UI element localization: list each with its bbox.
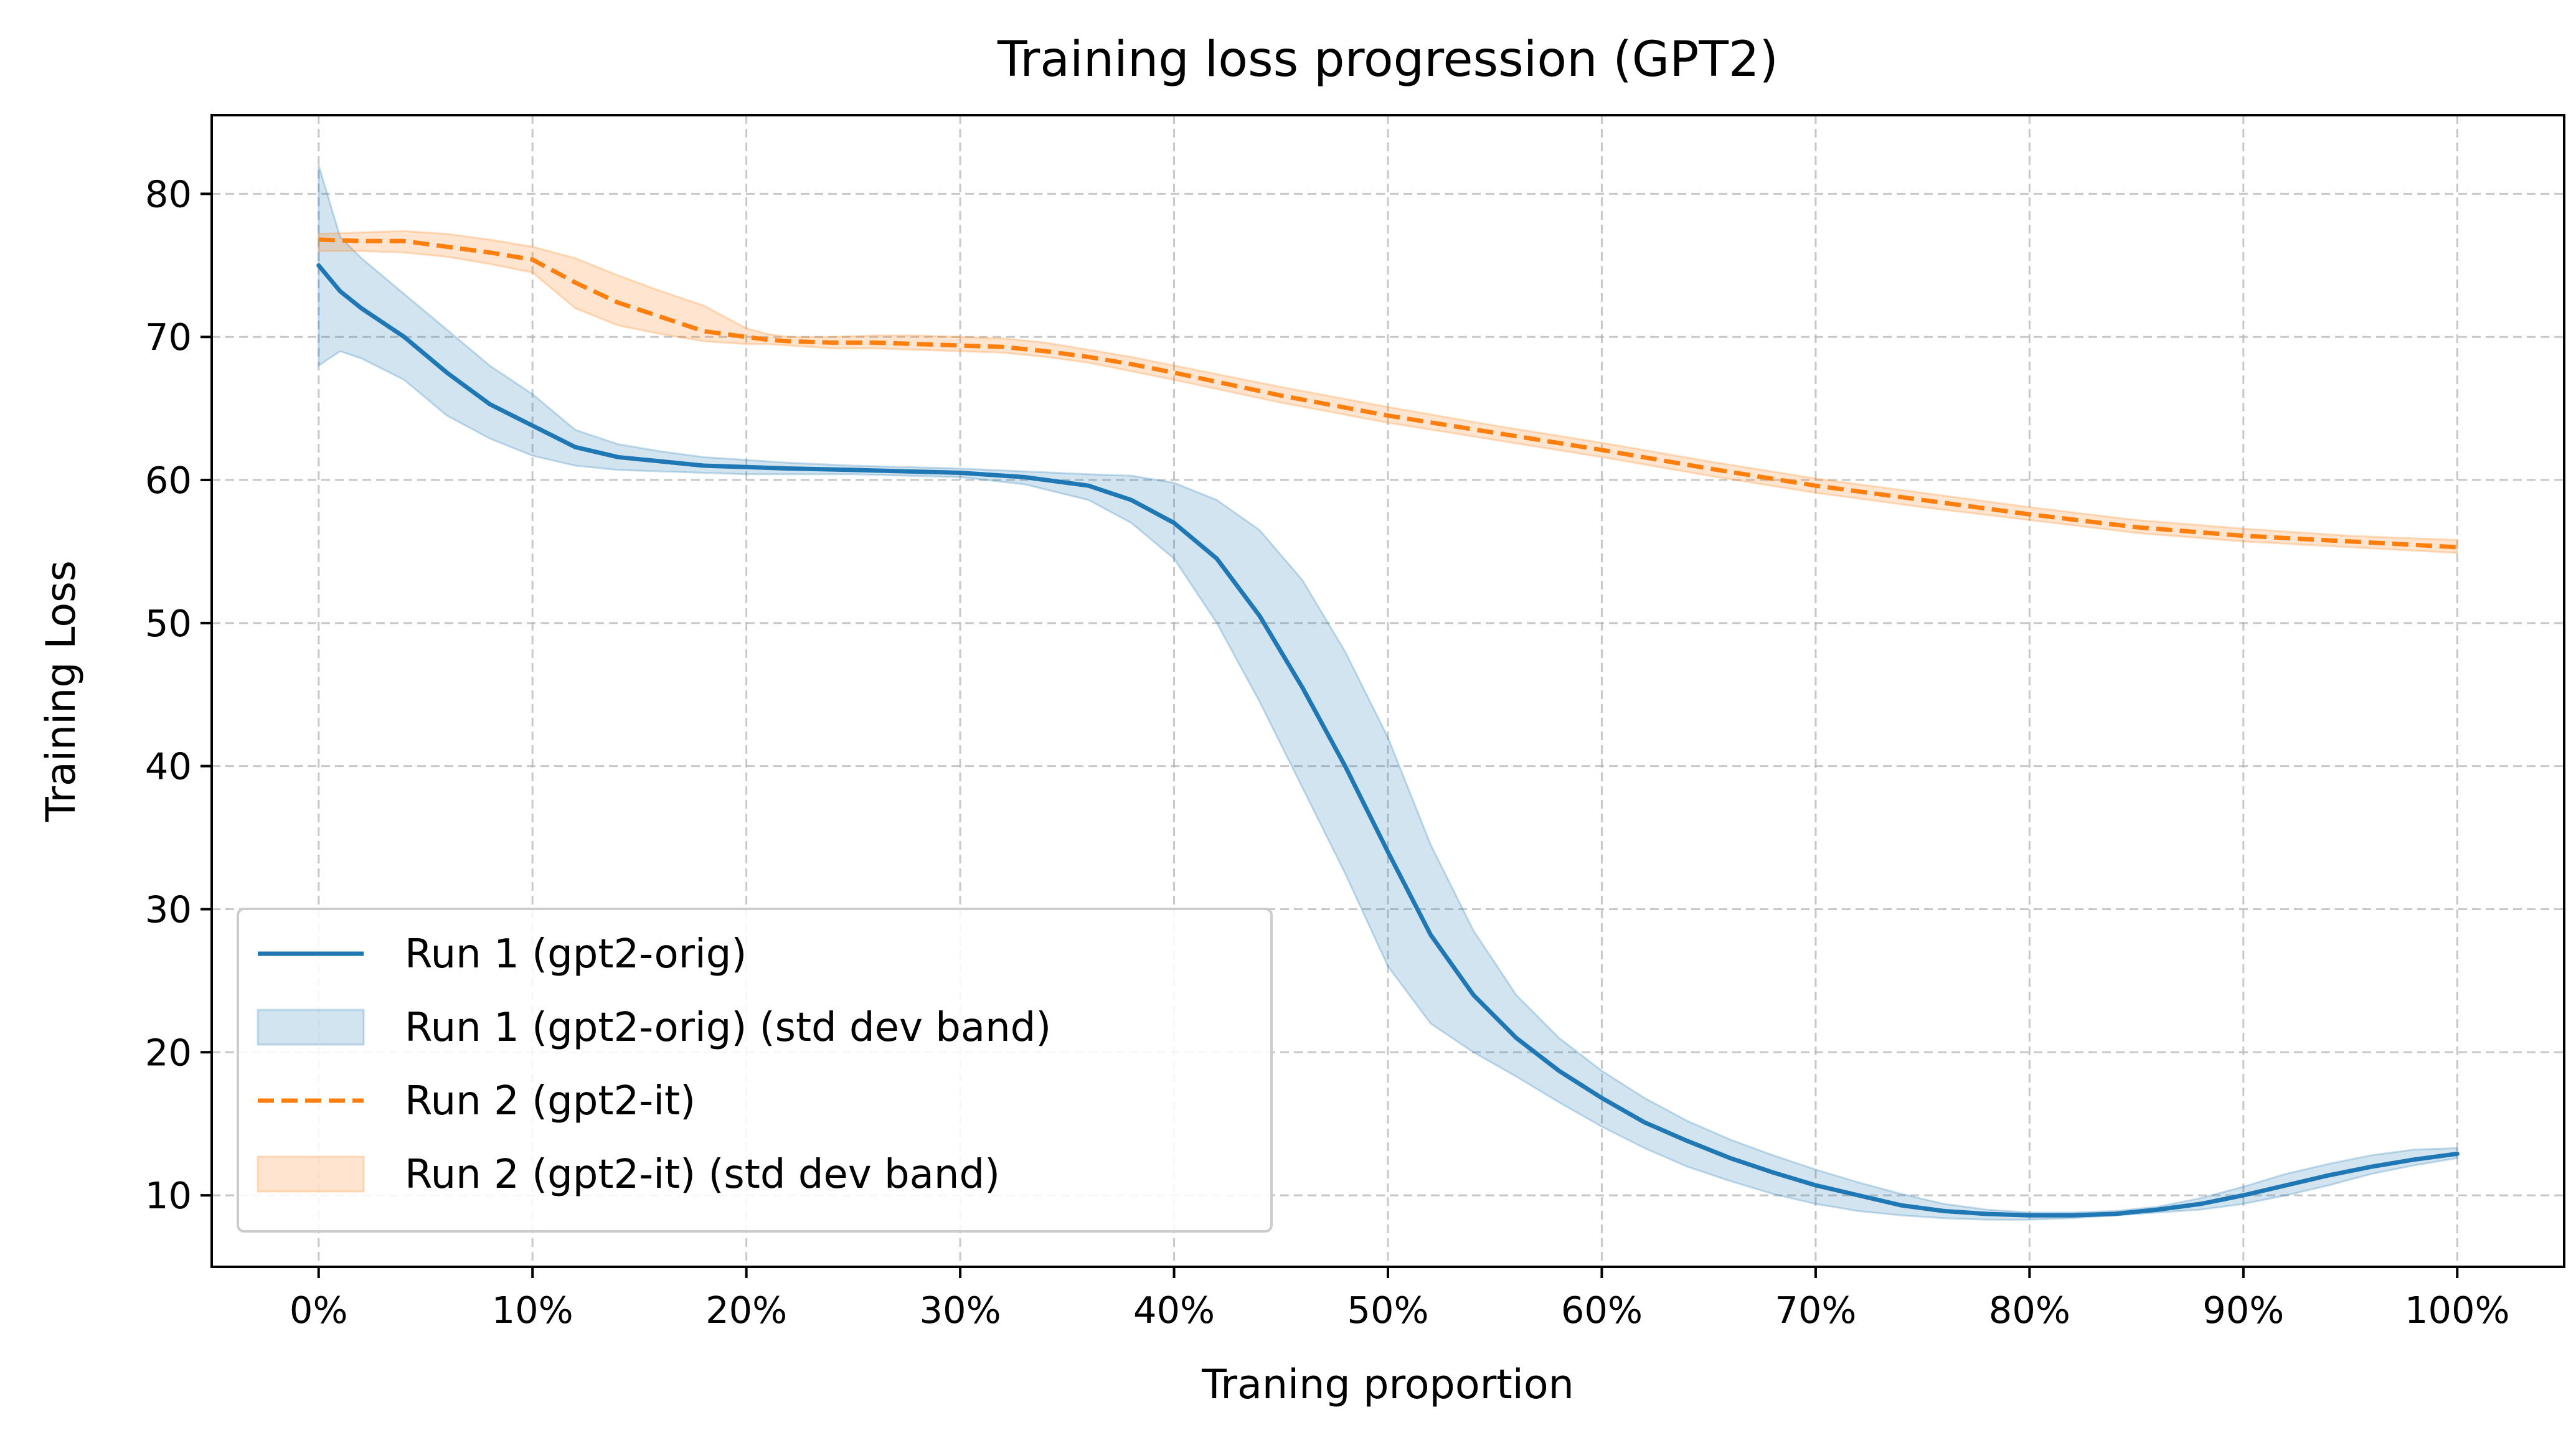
legend-box: [237, 908, 1273, 1233]
legend-swatch-run2-band: [257, 1155, 365, 1193]
y-tick-label: 50: [145, 602, 192, 645]
chart-title: Training loss progression (GPT2): [997, 32, 1778, 88]
grid-lines: [212, 115, 2564, 1267]
legend-label-run2-band: Run 2 (gpt2-it) (std dev band): [405, 1152, 1000, 1198]
legend-swatch-run1-band: [257, 1008, 365, 1046]
x-tick-label: 50%: [1347, 1289, 1428, 1332]
y-tick-label: 10: [145, 1174, 192, 1217]
x-tick-label: 70%: [1775, 1289, 1856, 1332]
y-tick-label: 80: [145, 172, 192, 215]
x-tick-label: 20%: [705, 1289, 787, 1332]
legend: Run 1 (gpt2-orig) Run 1 (gpt2-orig) (std…: [237, 908, 1273, 1233]
x-axis-label: Traning proportion: [1201, 1361, 1574, 1408]
y-axis-label: Training Loss: [38, 560, 85, 822]
x-axis-ticks: 0% 10% 20% 30% 40% 50% 60% 70% 80% 90% 100%: [290, 1267, 2510, 1332]
y-tick-label: 20: [145, 1031, 192, 1074]
x-tick-label: 60%: [1561, 1289, 1643, 1332]
x-tick-label: 30%: [920, 1289, 1001, 1332]
series-lines: [316, 237, 2460, 1218]
std-dev-band-run2: [318, 230, 2458, 554]
y-tick-label: 70: [145, 316, 192, 359]
legend-label-run2-line: Run 2 (gpt2-it): [405, 1078, 696, 1124]
y-tick-label: 60: [145, 459, 192, 502]
y-tick-label: 40: [145, 745, 192, 788]
legend-label-run1-band: Run 1 (gpt2-orig) (std dev band): [405, 1005, 1051, 1051]
x-tick-label: 90%: [2202, 1289, 2284, 1332]
std-dev-bands: [318, 164, 2458, 1221]
series-line-run2: [318, 237, 2458, 550]
x-tick-label: 0%: [290, 1289, 348, 1332]
series-line-run1: [316, 263, 2460, 1218]
x-tick-label: 40%: [1133, 1289, 1215, 1332]
y-tick-label: 30: [145, 888, 192, 931]
legend-label-run1-line: Run 1 (gpt2-orig): [405, 931, 747, 977]
x-tick-label: 100%: [2405, 1289, 2510, 1332]
std-dev-band-run1: [318, 164, 2458, 1221]
x-tick-label: 10%: [492, 1289, 573, 1332]
x-tick-label: 80%: [1989, 1289, 2070, 1332]
y-axis-ticks: 10 20 30 40 50 60 70 80: [145, 172, 212, 1217]
